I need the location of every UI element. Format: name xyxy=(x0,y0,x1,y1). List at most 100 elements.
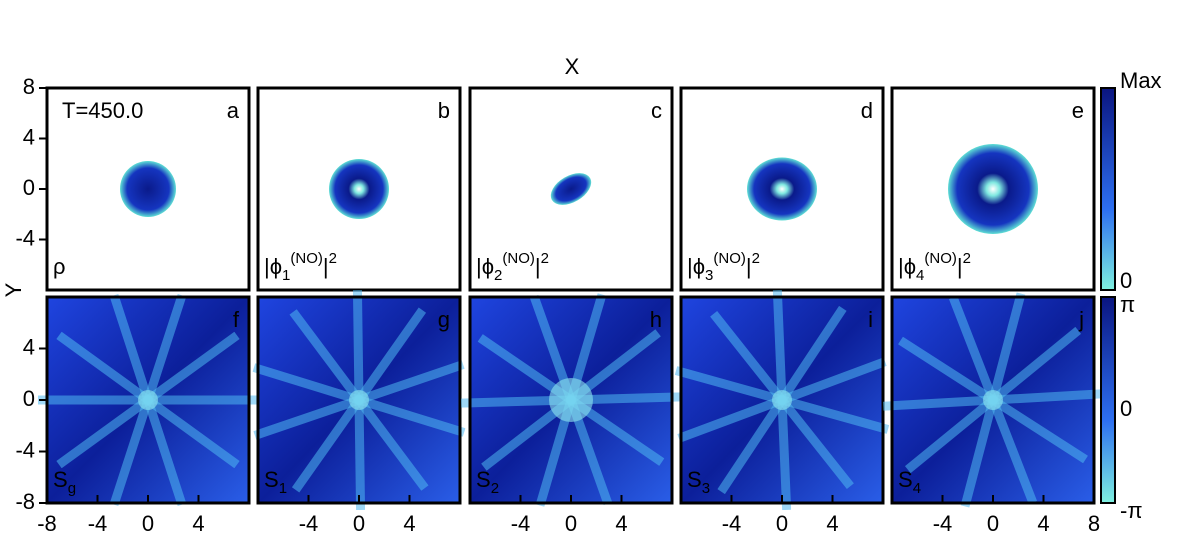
phase-streak xyxy=(359,310,422,400)
phase-streak xyxy=(782,362,885,400)
phase-core xyxy=(772,390,792,410)
phase-streak xyxy=(254,367,359,400)
phase-streak xyxy=(993,394,1103,400)
phase-streak xyxy=(359,365,463,400)
label-part: S xyxy=(264,467,279,492)
label-part: 2 xyxy=(329,250,337,267)
y-tick-label: 0 xyxy=(23,386,35,411)
colorbar xyxy=(1100,296,1116,504)
y-tick-label: 0 xyxy=(23,175,35,200)
label-part: ρ xyxy=(53,254,66,279)
x-tick-label: 0 xyxy=(565,511,577,536)
label-part: |ϕ xyxy=(898,254,916,279)
label-part: 4 xyxy=(913,480,921,497)
phase-streak xyxy=(296,400,359,490)
panel-frame xyxy=(890,86,1096,292)
y-tick-label: 4 xyxy=(23,124,35,149)
label-part: |ϕ xyxy=(687,254,705,279)
label-part: 2 xyxy=(963,250,971,267)
phase-streak xyxy=(993,330,1078,400)
x-tick-label: 0 xyxy=(987,511,999,536)
phase-core xyxy=(138,390,158,410)
label-part: | xyxy=(535,254,541,279)
phase-streak xyxy=(883,400,993,406)
x-tick-label: 8 xyxy=(1088,511,1100,536)
label-part: |ϕ xyxy=(264,254,282,279)
y-tick-label: 4 xyxy=(23,334,35,359)
panel-label: |ϕ1(NO)|2 xyxy=(264,250,337,284)
x-tick-label: -8 xyxy=(37,511,57,536)
y-tick-label: 8 xyxy=(23,74,35,99)
phase-streak xyxy=(293,312,359,400)
panel-label: |ϕ4(NO)|2 xyxy=(898,250,971,284)
phase-streak xyxy=(359,400,361,510)
x-tick-label: 4 xyxy=(403,511,415,536)
colorbar xyxy=(1100,87,1116,291)
phase-streak xyxy=(965,400,993,506)
label-part: | xyxy=(957,254,963,279)
phase-core xyxy=(983,390,1003,410)
phase-streak xyxy=(679,400,782,438)
panel-letter: b xyxy=(438,98,450,123)
phase-streak xyxy=(359,400,464,433)
panel-letter: c xyxy=(651,98,662,123)
panel-letter: a xyxy=(227,98,240,123)
panel-frame xyxy=(679,86,885,292)
x-axis-title: X xyxy=(565,54,580,79)
phase-streak xyxy=(676,370,782,400)
y-axis-title: Y xyxy=(1,282,26,297)
label-part: S xyxy=(898,467,913,492)
phase-core xyxy=(549,378,593,422)
label-part: g xyxy=(68,480,76,497)
density-blob xyxy=(120,161,176,217)
panel-label: |ϕ2(NO)|2 xyxy=(476,250,549,284)
label-part: (NO) xyxy=(713,250,746,267)
phase-streak xyxy=(782,400,888,430)
panel-letter: i xyxy=(868,307,873,332)
phase-streak xyxy=(777,290,782,400)
panel-letter: e xyxy=(1072,98,1084,123)
x-tick-label: -4 xyxy=(88,511,108,536)
x-tick-label: -4 xyxy=(933,511,953,536)
panel-label: Sg xyxy=(53,467,76,498)
panel-letter: d xyxy=(861,98,873,123)
x-tick-label: -4 xyxy=(299,511,319,536)
panel-letter: g xyxy=(438,307,450,332)
phase-streak xyxy=(782,400,787,510)
label-part: 2 xyxy=(752,250,760,267)
x-tick-label: -4 xyxy=(722,511,742,536)
x-tick-label: 0 xyxy=(142,511,154,536)
time-label: T=450.0 xyxy=(62,98,143,123)
phase-streak xyxy=(782,400,850,486)
phase-streak xyxy=(114,295,148,400)
colorbar-label: -π xyxy=(1120,498,1143,523)
phase-streak xyxy=(114,400,148,505)
phase-streak xyxy=(148,335,237,400)
phase-streak xyxy=(782,308,843,400)
panel-label: S4 xyxy=(898,467,921,498)
label-part: 2 xyxy=(491,480,499,497)
panel-label: S1 xyxy=(264,467,287,498)
x-tick-label: 4 xyxy=(1037,511,1049,536)
phase-streak xyxy=(59,400,148,465)
label-part: 1 xyxy=(282,267,290,284)
phase-streak xyxy=(148,400,237,465)
label-part: | xyxy=(323,254,329,279)
label-part: 2 xyxy=(541,250,549,267)
label-part: | xyxy=(746,254,752,279)
phase-streak xyxy=(359,400,425,488)
x-tick-label: -4 xyxy=(511,511,531,536)
phase-streak xyxy=(908,400,993,470)
colorbar-label: Max xyxy=(1120,68,1162,93)
phase-streak xyxy=(714,314,782,400)
x-tick-label: 0 xyxy=(776,511,788,536)
label-part: S xyxy=(687,467,702,492)
x-tick-label: 4 xyxy=(615,511,627,536)
label-part: 3 xyxy=(702,480,710,497)
panel-letter: f xyxy=(233,307,240,332)
x-tick-label: 4 xyxy=(826,511,838,536)
phase-streak xyxy=(148,295,182,400)
phase-core xyxy=(349,390,369,410)
phase-streak xyxy=(255,400,359,435)
y-tick-label: -4 xyxy=(15,437,35,462)
